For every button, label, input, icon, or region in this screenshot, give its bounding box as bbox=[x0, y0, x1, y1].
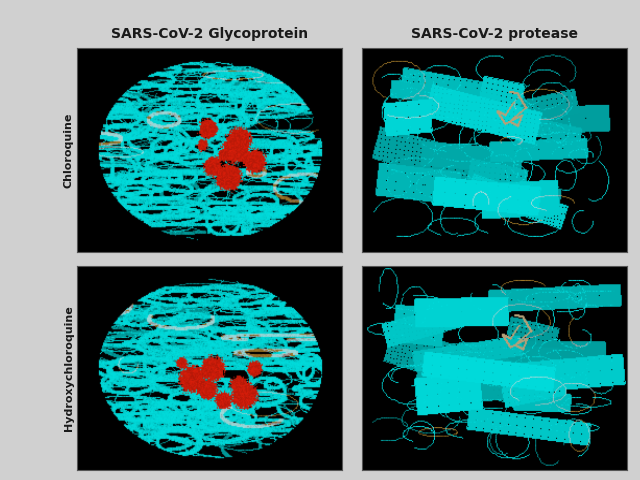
Text: Hydroxychloroquine: Hydroxychloroquine bbox=[63, 306, 74, 431]
Text: Chloroquine: Chloroquine bbox=[63, 112, 74, 188]
Text: SARS-CoV-2 protease: SARS-CoV-2 protease bbox=[411, 27, 578, 41]
Text: SARS-CoV-2 Glycoprotein: SARS-CoV-2 Glycoprotein bbox=[111, 27, 308, 41]
